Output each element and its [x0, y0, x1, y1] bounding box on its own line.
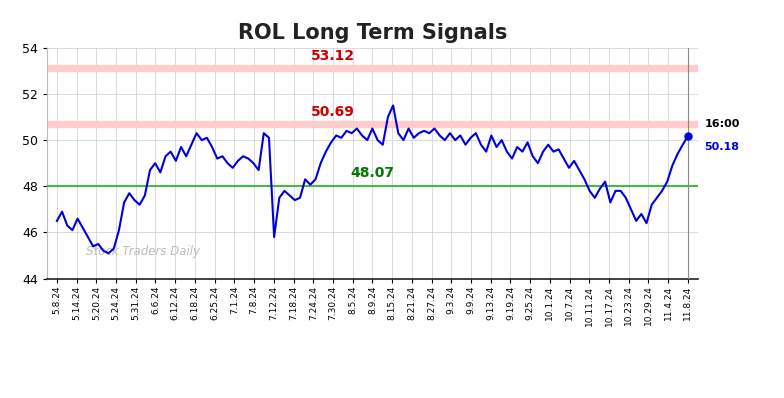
- Bar: [47, 121, 698, 127]
- Text: 16:00: 16:00: [704, 119, 739, 129]
- Text: 50.18: 50.18: [704, 142, 739, 152]
- Text: 50.69: 50.69: [311, 105, 355, 119]
- Bar: [47, 65, 698, 71]
- Title: ROL Long Term Signals: ROL Long Term Signals: [238, 23, 507, 43]
- Text: Stock Traders Daily: Stock Traders Daily: [86, 245, 200, 258]
- Text: 48.07: 48.07: [350, 166, 394, 179]
- Text: 53.12: 53.12: [311, 49, 355, 63]
